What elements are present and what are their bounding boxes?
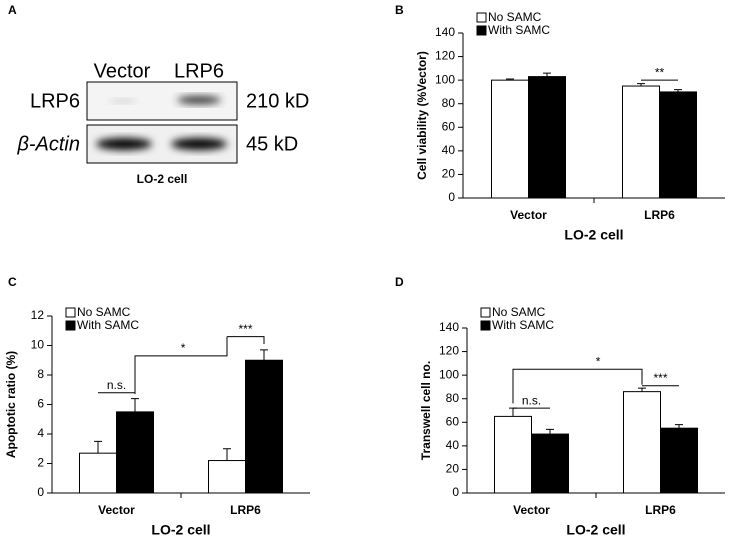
y-tick-label: 12 [31,308,45,322]
bar [494,415,532,494]
y-tick-label: 40 [446,438,460,452]
x-tick-label: Vector [98,503,135,517]
legend-swatch [476,12,487,23]
lane-label: LRP6 [174,60,224,82]
error-bar [94,440,102,454]
y-axis-title: Transwell cell no. [419,361,433,460]
error-bar [674,89,682,92]
bar [659,91,697,199]
bar [660,427,698,494]
y-tick-label: 20 [442,167,456,181]
y-tick-label: 0 [448,190,455,204]
y-tick-label: 6 [37,397,44,411]
legend-swatch [480,307,491,318]
significance-label: * [596,354,601,368]
y-tick-label: 8 [37,367,44,381]
significance-label: n.s. [107,378,126,392]
y-tick-label: 60 [442,119,456,133]
y-tick-label: 60 [446,414,460,428]
panel-label: D [395,275,404,289]
y-tick-label: 20 [446,462,460,476]
blot-caption: LO-2 cell [137,172,188,186]
legend-label: No SAMC [492,305,546,319]
y-tick-label: 140 [435,25,455,39]
significance-label: *** [653,371,667,385]
significance-bracket [134,336,228,395]
legend-swatch [480,320,491,331]
y-tick-label: 100 [435,72,455,86]
row-label: LRP6 [30,90,80,112]
error-bar [223,448,231,461]
bar [245,359,283,494]
legend-swatch [476,25,487,36]
significance-bracket [227,336,265,345]
significance-label: *** [238,322,252,336]
legend-label: With SAMC [488,23,550,37]
legend-swatch [65,320,76,331]
x-tick-label: LRP6 [644,208,675,222]
band [96,138,152,150]
x-axis-title: LO-2 cell [564,227,623,243]
panel-label: C [8,275,17,289]
significance-bracket [512,368,643,404]
legend-label: No SAMC [488,10,542,24]
error-bar [260,349,268,361]
bar [491,79,529,199]
bar [531,433,569,494]
y-tick-label: 10 [31,338,45,352]
bar [622,85,660,199]
y-axis-title: Cell viability (%Vector) [415,51,429,180]
bar [623,391,661,494]
y-tick-label: 40 [442,143,456,157]
y-tick-label: 120 [435,49,455,63]
legend-swatch [65,307,76,318]
bar [528,76,566,199]
y-tick-label: 0 [37,485,44,499]
y-tick-label: 140 [439,320,459,334]
error-bar [675,424,683,429]
error-bar [509,407,517,417]
y-axis-title: Apoptotic ratio (%) [4,351,18,458]
panel-label: B [395,3,404,17]
x-axis-title: LO-2 cell [151,522,210,538]
x-axis-title: LO-2 cell [566,522,625,538]
legend-label: With SAMC [77,318,139,332]
x-tick-label: LRP6 [645,503,676,517]
legend-label: With SAMC [492,318,554,332]
x-tick-label: Vector [510,208,547,222]
error-bar [543,72,551,77]
y-tick-label: 4 [37,426,44,440]
y-tick-label: 80 [446,391,460,405]
y-tick-label: 80 [442,96,456,110]
lane-label: Vector [94,60,151,82]
error-bar [131,398,139,412]
band [177,96,221,104]
row-label: β-Actin [16,133,80,155]
significance-label: ** [655,65,665,79]
bar [79,452,117,494]
bar [116,411,154,494]
y-tick-label: 100 [439,367,459,381]
y-tick-label: 120 [439,344,459,358]
significance-label: n.s. [522,393,541,407]
x-tick-label: LRP6 [230,503,261,517]
band-size: 210 kD [246,90,309,112]
y-tick-label: 0 [452,485,459,499]
error-bar [506,78,514,81]
bar [208,460,246,494]
significance-label: * [181,341,186,355]
error-bar [546,428,554,435]
y-tick-label: 2 [37,456,44,470]
band [171,138,227,150]
error-bar [637,83,645,87]
error-bar [638,387,646,392]
panel-label: A [8,3,17,17]
band-size: 45 kD [246,133,298,155]
x-tick-label: Vector [513,503,550,517]
legend-label: No SAMC [77,305,131,319]
band [109,99,137,103]
